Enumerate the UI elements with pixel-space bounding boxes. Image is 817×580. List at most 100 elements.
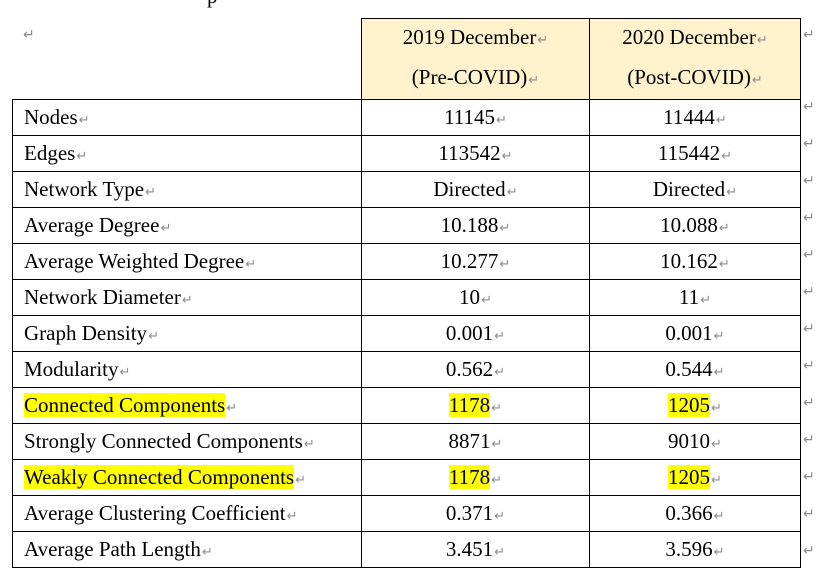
post-text: 0.544 (665, 357, 713, 381)
post-covid-value-cell: 10.162↵ (589, 243, 801, 280)
paragraph-mark-icon: ↵ (711, 473, 722, 488)
metric-label-cell: Graph Density↵ (12, 315, 362, 352)
pre-covid-value-cell: 10↵ (361, 279, 590, 316)
pre-covid-value-cell: 10.188↵ (361, 207, 590, 244)
metric-label-cell: Average Clustering Coefficient↵ (12, 495, 362, 532)
header-2019-cell: 2019 December↵ (Pre-COVID)↵ (361, 18, 590, 100)
paragraph-mark-icon: ↵ (711, 437, 722, 452)
pre-text: 0.371 (445, 501, 494, 525)
paragraph-mark-icon: ↵ (715, 113, 727, 128)
pre-text: 113542 (438, 141, 501, 165)
pre-covid-value-cell: 113542↵ (361, 135, 590, 172)
metric-text: Weakly Connected Components (24, 465, 295, 489)
table-row: Weakly Connected Components↵ 1178↵ 1205↵ (12, 459, 801, 496)
post-text: 11 (678, 285, 700, 309)
table-row: Graph Density↵ 0.001↵ 0.001↵ (12, 315, 801, 352)
metric-label-cell: Modularity↵ (12, 351, 362, 388)
post-covid-value-cell: 11↵ (589, 279, 801, 316)
row-end-mark-icon: ↵ (803, 210, 815, 226)
row-end-mark-icon: ↵ (803, 284, 815, 300)
paragraph-mark-icon: ↵ (494, 329, 506, 344)
post-covid-value-cell: 10.088↵ (589, 207, 801, 244)
pre-text: 1178 (448, 393, 491, 417)
paragraph-mark-icon: ↵ (499, 257, 511, 272)
metric-label-cell: Nodes↵ (12, 99, 362, 136)
paragraph-mark-icon: ↵ (713, 545, 725, 560)
row-end-mark-icon: ↵ (803, 173, 815, 189)
post-text: 1205 (668, 393, 711, 417)
table-row: Average Degree↵ 10.188↵ 10.088↵ (12, 207, 801, 244)
paragraph-mark-icon: ↵ (718, 221, 730, 236)
post-covid-value-cell: 0.366↵ (589, 495, 801, 532)
table-row: Connected Components↵ 1178↵ 1205↵ (12, 387, 801, 424)
table-row: Modularity↵ 0.562↵ 0.544↵ (12, 351, 801, 388)
post-text: 9010 (668, 429, 711, 453)
paragraph-mark-icon: ↵ (499, 221, 511, 236)
pre-text: Directed (433, 177, 506, 201)
metric-text: Average Clustering Coefficient (24, 501, 286, 525)
paragraph-mark-icon: ↵ (78, 113, 90, 128)
paragraph-mark-icon: ↵ (494, 509, 506, 524)
post-covid-value-cell: 0.544↵ (589, 351, 801, 388)
row-end-mark-icon: ↵ (803, 321, 815, 337)
table-row: Strongly Connected Components↵ 8871↵ 9010↵ (12, 423, 801, 460)
table-row: Average Weighted Degree↵ 10.277↵ 10.162↵ (12, 243, 801, 280)
paragraph-mark-icon: ↵ (76, 149, 88, 164)
pre-covid-value-cell: 1178↵ (361, 387, 590, 424)
post-text: 10.088 (660, 213, 718, 237)
pre-covid-value-cell: 8871↵ (361, 423, 590, 460)
pre-text: 8871 (448, 429, 491, 453)
paragraph-mark-icon: ↵ (726, 185, 738, 200)
post-covid-value-cell: 9010↵ (589, 423, 801, 460)
pre-text: 10.277 (440, 249, 499, 273)
header-2020-subtitle: (Post-COVID) (627, 65, 751, 89)
table-row: Network Diameter↵ 10↵ 11↵ (12, 279, 801, 316)
metric-label-cell: Average Path Length↵ (12, 531, 362, 568)
paragraph-mark-icon: ↵ (481, 293, 492, 308)
pre-text: 3.451 (445, 537, 494, 561)
pre-covid-value-cell: 10.277↵ (361, 243, 590, 280)
row-end-mark-icon: ↵ (803, 27, 815, 43)
paragraph-mark-icon: ↵ (303, 437, 315, 452)
row-end-mark-icon: ↵ (803, 469, 815, 485)
metric-text: Network Type (24, 177, 145, 201)
metric-text: Graph Density (24, 321, 148, 345)
row-end-mark-icon: ↵ (803, 395, 815, 411)
table-row: Network Type↵ Directed↵ Directed↵ (12, 171, 801, 208)
pre-text: 10 (459, 285, 481, 309)
paragraph-mark-icon: ↵ (160, 221, 172, 236)
metric-text: Average Degree (24, 213, 160, 237)
pre-text: 0.001 (445, 321, 494, 345)
metric-label-cell: Connected Components↵ (12, 387, 362, 424)
post-text: 10.162 (660, 249, 718, 273)
paragraph-mark-icon: ↵ (711, 401, 722, 416)
pre-covid-value-cell: 0.562↵ (361, 351, 590, 388)
row-end-mark-icon: ↵ (803, 358, 815, 374)
row-end-mark-icon: ↵ (803, 136, 815, 152)
paragraph-mark-icon: ↵ (145, 185, 156, 200)
paragraph-mark-icon: ↵ (496, 113, 507, 128)
row-end-mark-icon: ↵ (803, 99, 815, 115)
paragraph-mark-icon: ↵ (751, 73, 763, 88)
metric-label-cell: Network Diameter↵ (12, 279, 362, 316)
pre-covid-value-cell: Directed↵ (361, 171, 590, 208)
metric-label-cell: Edges↵ (12, 135, 362, 172)
metric-label-cell: Average Weighted Degree↵ (12, 243, 362, 280)
table-row: Nodes↵ 11145↵ 11444↵ (12, 99, 801, 136)
post-text: 0.366 (665, 501, 713, 525)
post-covid-value-cell: Directed↵ (589, 171, 801, 208)
cutoff-heading-text: p (207, 0, 218, 7)
paragraph-mark-icon: ↵ (713, 509, 725, 524)
row-end-mark-icon: ↵ (803, 247, 815, 263)
pre-covid-value-cell: 1178↵ (361, 459, 590, 496)
metric-text: Network Diameter (24, 285, 181, 309)
paragraph-mark-icon: ↵ (491, 473, 503, 488)
metric-text: Strongly Connected Components (24, 429, 303, 453)
metric-text: Modularity (24, 357, 119, 381)
metric-text: Connected Components (24, 393, 226, 417)
metric-text: Average Weighted Degree (24, 249, 245, 273)
post-covid-value-cell: 1205↵ (589, 387, 801, 424)
post-covid-value-cell: 11444↵ (589, 99, 801, 136)
post-covid-value-cell: 1205↵ (589, 459, 801, 496)
pre-text: 11145 (444, 105, 496, 129)
